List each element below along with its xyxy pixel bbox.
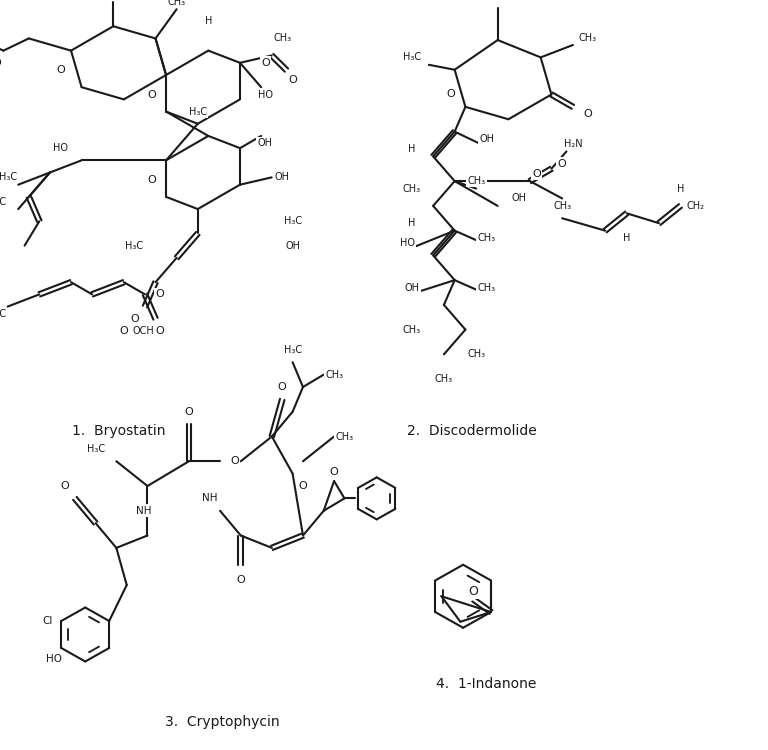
Text: O: O xyxy=(468,585,478,598)
Text: H: H xyxy=(204,16,212,26)
Text: H₃C: H₃C xyxy=(402,53,421,62)
Text: CH₂: CH₂ xyxy=(687,201,704,211)
Text: O: O xyxy=(446,89,455,100)
Text: H₃C: H₃C xyxy=(189,106,207,116)
Text: HO: HO xyxy=(53,143,68,153)
Text: H: H xyxy=(408,144,415,154)
Text: 4.  1-Indanone: 4. 1-Indanone xyxy=(436,677,536,691)
Text: OH: OH xyxy=(258,138,273,148)
Text: H₂N: H₂N xyxy=(564,139,582,149)
Text: H₃C: H₃C xyxy=(125,241,144,250)
Text: O: O xyxy=(155,290,164,299)
Text: CH₃: CH₃ xyxy=(325,370,343,380)
Text: CH₃: CH₃ xyxy=(478,283,496,292)
Text: O: O xyxy=(237,575,245,585)
Text: HO: HO xyxy=(45,653,61,664)
Text: CH₃: CH₃ xyxy=(467,350,485,359)
Text: O: O xyxy=(184,406,194,417)
Text: CH₃: CH₃ xyxy=(553,201,571,211)
Text: CH₃: CH₃ xyxy=(402,184,421,194)
Text: 3.  Cryptophycin: 3. Cryptophycin xyxy=(165,716,280,729)
Text: H₃C: H₃C xyxy=(283,345,302,355)
Text: CH₃: CH₃ xyxy=(467,176,485,186)
Text: CH₃: CH₃ xyxy=(273,34,291,44)
Text: CH₃: CH₃ xyxy=(167,0,186,7)
Text: OH: OH xyxy=(285,241,300,250)
Text: H: H xyxy=(623,233,631,243)
Text: HO: HO xyxy=(400,238,415,248)
Text: Cl: Cl xyxy=(42,616,53,626)
Text: H: H xyxy=(408,218,415,228)
Text: O: O xyxy=(289,75,297,85)
Text: NH: NH xyxy=(202,494,217,503)
Text: OH: OH xyxy=(479,134,495,144)
Text: CH₃: CH₃ xyxy=(478,233,496,243)
Text: H₃C: H₃C xyxy=(0,196,6,207)
Text: 2.  Discodermolide: 2. Discodermolide xyxy=(408,424,537,438)
Text: O: O xyxy=(261,58,270,68)
Text: O: O xyxy=(532,169,541,178)
Text: 1.  Bryostatin: 1. Bryostatin xyxy=(72,424,166,438)
Text: HO: HO xyxy=(258,89,273,100)
Text: O: O xyxy=(299,481,307,491)
Text: H₃C: H₃C xyxy=(283,216,302,226)
Text: CH₃: CH₃ xyxy=(402,325,421,334)
Text: O: O xyxy=(558,159,567,169)
Text: H₃C: H₃C xyxy=(0,309,6,319)
Text: O: O xyxy=(329,467,339,477)
Text: O: O xyxy=(56,65,65,75)
Text: O: O xyxy=(120,326,128,336)
Text: CH₃: CH₃ xyxy=(336,431,353,442)
Text: H: H xyxy=(677,184,684,194)
Text: O: O xyxy=(230,456,239,466)
Text: O: O xyxy=(0,58,2,68)
Text: NH: NH xyxy=(136,506,151,516)
Text: O: O xyxy=(278,382,286,392)
Text: O: O xyxy=(147,89,156,100)
Text: CH₃: CH₃ xyxy=(435,374,453,384)
Text: O: O xyxy=(155,326,164,336)
Text: H₃C: H₃C xyxy=(0,172,17,182)
Text: CH₃: CH₃ xyxy=(579,32,597,43)
Text: H₃C: H₃C xyxy=(87,444,104,454)
Text: O: O xyxy=(130,314,139,324)
Text: OCH₃: OCH₃ xyxy=(132,326,158,336)
Text: O: O xyxy=(147,175,156,184)
Text: OH: OH xyxy=(275,172,290,182)
Text: O: O xyxy=(584,110,592,119)
Text: OH: OH xyxy=(511,194,527,203)
Text: OH: OH xyxy=(404,283,419,292)
Text: O: O xyxy=(60,481,69,491)
